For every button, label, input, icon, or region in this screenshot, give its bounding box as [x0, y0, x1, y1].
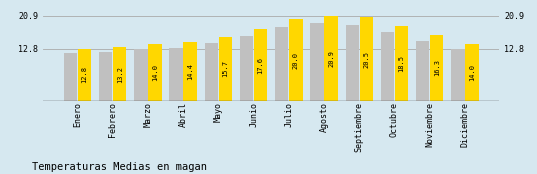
Text: 18.5: 18.5 [398, 55, 404, 72]
Text: 17.6: 17.6 [258, 57, 264, 74]
Bar [289, 19, 302, 101]
Text: Temperaturas Medias en magan: Temperaturas Medias en magan [32, 162, 207, 172]
Bar [360, 17, 373, 101]
Bar [219, 37, 232, 101]
Text: 20.5: 20.5 [364, 51, 369, 68]
Text: 12.8: 12.8 [82, 66, 88, 83]
Bar [416, 41, 430, 101]
Text: 14.0: 14.0 [152, 64, 158, 81]
Text: 13.2: 13.2 [117, 66, 123, 82]
Bar [113, 47, 126, 101]
Bar [64, 53, 77, 101]
Bar [78, 49, 91, 101]
Bar [381, 32, 394, 101]
Bar [134, 49, 148, 101]
Bar [205, 43, 218, 101]
Bar [99, 52, 112, 101]
Bar [395, 26, 408, 101]
Text: 14.0: 14.0 [469, 64, 475, 81]
Bar [465, 44, 478, 101]
Bar [345, 25, 359, 101]
Text: 20.9: 20.9 [328, 50, 334, 67]
Text: 15.7: 15.7 [222, 60, 228, 77]
Bar [184, 42, 197, 101]
Bar [254, 29, 267, 101]
Bar [240, 36, 253, 101]
Text: 20.0: 20.0 [293, 52, 299, 69]
Text: 16.3: 16.3 [434, 59, 440, 76]
Bar [275, 27, 288, 101]
Bar [148, 44, 162, 101]
Bar [430, 35, 444, 101]
Text: 14.4: 14.4 [187, 63, 193, 80]
Bar [451, 49, 465, 101]
Bar [324, 16, 338, 101]
Bar [310, 23, 324, 101]
Bar [169, 48, 183, 101]
